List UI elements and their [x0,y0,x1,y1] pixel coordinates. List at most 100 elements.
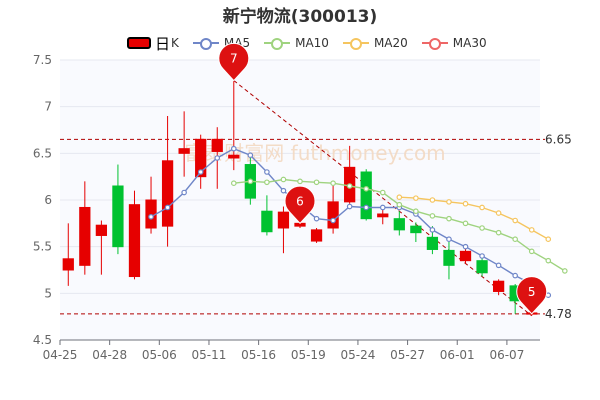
series-point-ma5 [446,236,452,243]
series-point-ma10 [479,225,485,231]
candle-body [360,171,372,220]
candle-body [410,225,422,234]
ma30-legend-icon [421,37,448,50]
candle-body [178,148,190,154]
candle-body [112,185,124,248]
legend-item-ma30[interactable]: MA30 [421,36,487,50]
series-point-ma5 [280,187,287,194]
x-tick-label: 05-11 [192,348,227,362]
series-point-ma10 [528,248,535,255]
series-point-ma10 [363,186,370,192]
x-tick-label: 06-01 [440,348,475,362]
marker-label: 6 [296,194,304,208]
chart-title: 新宁物流(300013) [222,7,378,27]
candle-body [211,138,223,152]
series-point-ma5 [264,169,270,175]
kline-legend-icon [127,37,151,49]
series-point-ma10 [562,268,568,274]
candle-body [327,201,339,229]
candle-body [261,210,273,233]
series-point-ma10 [264,179,270,186]
x-tick-label: 05-19 [291,348,326,362]
series-point-ma20 [462,200,469,207]
series-point-ma20 [396,194,403,201]
candle-body [476,260,488,274]
y-tick-label: 6.5 [33,146,52,160]
series-point-ma20 [446,199,452,205]
y-tick-label: 7.5 [33,53,52,67]
series-point-ma5 [495,262,502,269]
y-tick-label: 5 [44,286,52,300]
series-point-ma10 [297,178,303,185]
series-point-ma10 [330,180,336,187]
candle-body [79,206,91,266]
legend-item-ma20[interactable]: MA20 [342,36,408,50]
marker-label: 7 [230,52,238,66]
candle-body [377,213,389,218]
series-point-ma5 [479,253,485,259]
x-tick-label: 05-16 [241,348,276,362]
series-point-ma10 [280,176,287,183]
x-tick-label: 06-07 [489,348,524,362]
legend-kline-label-small: K [171,36,179,50]
series-point-ma5 [379,204,386,211]
series-point-ma5 [346,203,353,210]
series-point-ma20 [528,227,535,233]
reference-line-label: 4.78 [545,307,572,321]
ma5-legend-icon [192,37,219,50]
legend-item-ma10[interactable]: MA10 [264,36,329,50]
legend-ma20-label: MA20 [373,36,408,50]
series-point-ma10 [247,178,254,185]
candle-body [459,250,472,262]
series-point-ma20 [479,204,485,211]
candle-body [492,280,505,292]
candle-body [310,229,323,242]
candle-body [128,204,141,278]
reference-line-label: 6.65 [545,132,572,146]
candle-body [228,154,240,159]
candle-body [95,224,108,236]
candle-body [161,160,174,227]
x-tick-label: 05-06 [142,348,177,362]
series-point-ma5 [214,155,221,161]
candle-body [443,249,455,266]
series-point-ma10 [346,183,353,189]
ma20-legend-icon [342,37,369,50]
series-point-ma5 [164,204,171,211]
series-point-ma10 [413,208,419,215]
x-tick-label: 04-28 [92,348,127,362]
candle-body [195,138,207,178]
legend-ma10-label: MA10 [295,36,329,50]
series-point-ma5 [429,227,436,233]
series-point-ma5 [230,145,237,152]
candle-body [277,211,290,229]
candle-body [393,218,405,231]
marker-pin [218,42,250,82]
series-point-ma10 [462,220,469,227]
ma10-legend-icon [264,37,291,50]
series-point-ma20 [512,217,518,224]
series-point-ma10 [429,213,436,219]
series-point-ma10 [379,189,386,196]
legend-ma30-label: MA30 [452,36,487,50]
series-point-ma5 [247,152,254,159]
legend-kline-label-big: 日 [155,34,171,53]
series-point-ma5 [363,204,370,211]
x-tick-label: 04-25 [43,348,78,362]
watermark: 富泰财富网 futhmoney.com [184,141,445,165]
series-point-ma5 [330,217,336,224]
series-point-ma5 [313,215,320,222]
series-point-ma5 [462,243,469,250]
x-tick-label: 05-24 [340,348,375,362]
series-point-ma20 [413,195,419,201]
series-point-ma5 [197,169,204,175]
legend-item-kline[interactable]: 日 K [127,33,179,54]
series-point-ma10 [313,179,320,186]
series-point-ma10 [545,257,552,264]
marker-label: 5 [528,285,536,299]
series-point-ma5 [512,272,518,279]
candle-body [62,258,74,271]
series-point-ma20 [545,236,552,243]
